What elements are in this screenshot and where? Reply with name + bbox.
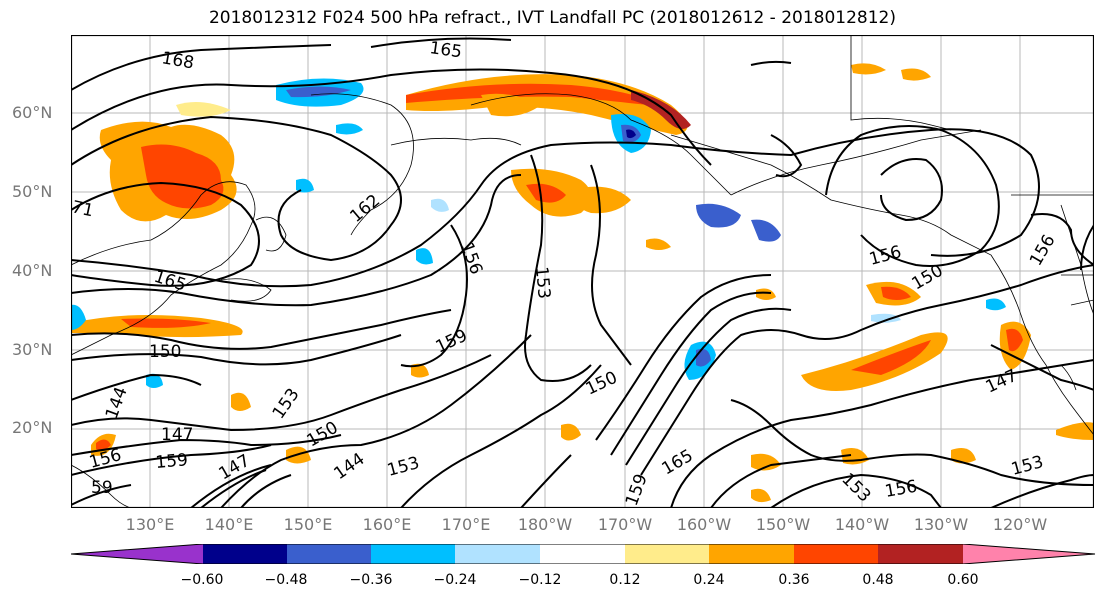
lon-label-170e: 170°E bbox=[441, 515, 491, 534]
lon-label-180w: 180°W bbox=[517, 515, 573, 534]
colorbar-segment bbox=[709, 544, 794, 564]
colorbar-segment bbox=[71, 544, 203, 564]
lon-label-160e: 160°E bbox=[362, 515, 412, 534]
contour-label: 165 bbox=[428, 38, 463, 62]
lon-label-130w: 130°W bbox=[913, 515, 969, 534]
map-title: 2018012312 F024 500 hPa refract., IVT La… bbox=[208, 8, 896, 28]
colorbar-segment bbox=[287, 544, 371, 564]
colorbar-tick-label: 0.12 bbox=[609, 572, 641, 588]
colorbar-segment bbox=[794, 544, 878, 564]
lon-label-160w: 160°W bbox=[676, 515, 732, 534]
lon-label-130e: 130°E bbox=[125, 515, 175, 534]
lon-label-150e: 150°E bbox=[283, 515, 333, 534]
colorbar-tick-label: −0.60 bbox=[180, 572, 224, 588]
lat-label-40n: 40°N bbox=[12, 261, 53, 280]
contour-label: 59 bbox=[91, 478, 113, 498]
contour-label: 150 bbox=[149, 342, 181, 362]
lat-label-20n: 20°N bbox=[12, 418, 53, 437]
lon-label-140e: 140°E bbox=[204, 515, 254, 534]
colorbar-segment bbox=[455, 544, 540, 564]
colorbar-segment bbox=[540, 544, 625, 564]
colorbar-tick-label: −0.24 bbox=[433, 572, 477, 588]
lon-label-120w: 120°W bbox=[992, 515, 1048, 534]
coastlines bbox=[71, 35, 1094, 508]
colorbar bbox=[71, 544, 1096, 564]
lon-label-140w: 140°W bbox=[834, 515, 890, 534]
colorbar-segment bbox=[878, 544, 963, 564]
colorbar-tick-label: 0.24 bbox=[693, 572, 725, 588]
lon-label-150w: 150°W bbox=[755, 515, 811, 534]
colorbar-tick-label: −0.36 bbox=[349, 572, 393, 588]
lat-label-50n: 50°N bbox=[12, 182, 53, 201]
colorbar-segment bbox=[371, 544, 455, 564]
lat-label-30n: 30°N bbox=[12, 340, 53, 359]
colorbar-segment bbox=[963, 544, 1095, 564]
contour-label: 71 bbox=[71, 197, 95, 221]
colorbar-tick-label: −0.48 bbox=[264, 572, 308, 588]
refractivity-contours bbox=[71, 37, 1094, 508]
colorbar-tick-label: 0.36 bbox=[778, 572, 810, 588]
colorbar-segment bbox=[203, 544, 287, 564]
lat-label-60n: 60°N bbox=[12, 103, 53, 122]
colorbar-tick-label: −0.12 bbox=[518, 572, 562, 588]
contour-label: 153 bbox=[531, 266, 554, 300]
colorbar-segment bbox=[625, 544, 709, 564]
colorbar-tick-label: 0.60 bbox=[947, 572, 979, 588]
lon-label-170w: 170°W bbox=[597, 515, 653, 534]
map-panel: 168 165 71 162 156 153 165 150 159 150 1… bbox=[71, 35, 1094, 508]
contour-label: 159 bbox=[155, 450, 189, 473]
colorbar-tick-label: 0.48 bbox=[862, 572, 894, 588]
contour-label: 147 bbox=[161, 425, 193, 445]
